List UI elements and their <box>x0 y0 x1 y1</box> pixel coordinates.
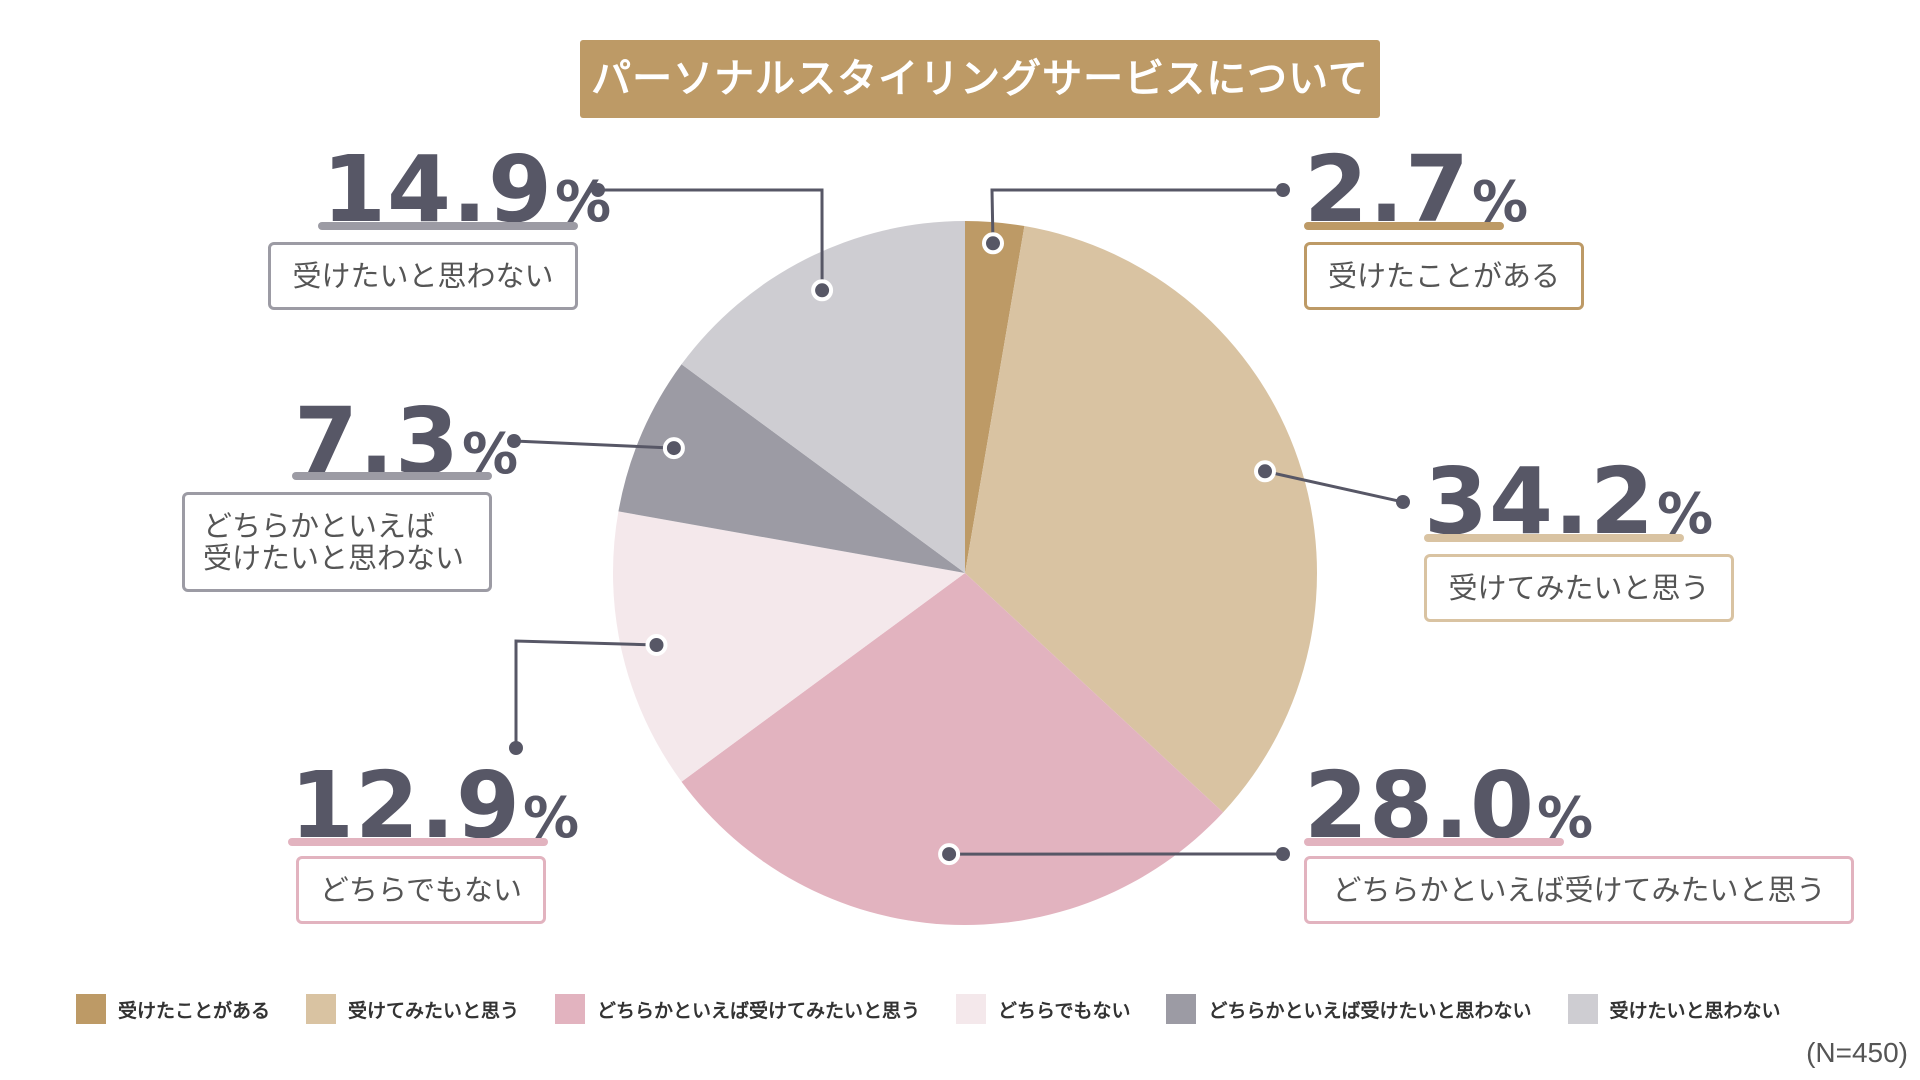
legend-item-1: 受けてみたいと思う <box>306 994 519 1024</box>
callout-anchor-dot-5 <box>811 279 834 302</box>
value-number-1: 34.2 <box>1424 448 1655 555</box>
callout-end-dot-2 <box>1276 847 1290 861</box>
value-label-1: 34.2% <box>1424 456 1713 548</box>
legend-swatch-0 <box>76 994 106 1024</box>
legend-text-2: どちらかといえば受けてみたいと思う <box>597 999 921 1022</box>
callout-end-dot-4 <box>507 434 521 448</box>
callout-anchor-dot-2 <box>938 843 961 866</box>
chart-title: パーソナルスタイリングサービスについて <box>580 40 1380 118</box>
sample-size-note: (N=450) <box>1806 1037 1908 1068</box>
callout-line-0 <box>990 188 1283 244</box>
callout-anchor-dot-0 <box>982 232 1004 255</box>
legend-swatch-1 <box>306 994 337 1024</box>
callout-anchor-dot-3 <box>645 634 668 656</box>
callout-end-dot-3 <box>509 741 523 755</box>
legend-item-5: 受けたいと思わない <box>1567 994 1781 1024</box>
value-underline-0 <box>1304 222 1504 230</box>
category-label-2: どちらかといえば受けてみたいと思う <box>1304 856 1854 924</box>
value-unit-5: % <box>555 170 612 235</box>
pie-slice-2 <box>681 573 1224 926</box>
value-underline-5 <box>318 222 578 230</box>
pie-slices <box>612 221 1318 926</box>
callout-end-dot-5 <box>591 183 605 197</box>
value-underline-3 <box>288 838 548 846</box>
callout-end-dot-1 <box>1396 495 1410 509</box>
value-label-2: 28.0% <box>1304 760 1593 852</box>
category-label-0: 受けたことがある <box>1304 242 1584 310</box>
legend-swatch-5 <box>1567 994 1598 1024</box>
legend-text-3: どちらでもない <box>998 999 1131 1022</box>
pie-slice-5 <box>681 221 965 573</box>
value-label-3: 12.9% <box>290 760 579 852</box>
category-label-5: 受けたいと思わない <box>268 242 578 310</box>
callout-line-4 <box>513 439 674 450</box>
legend-item-3: どちらでもない <box>956 994 1130 1024</box>
category-label-3: どちらでもない <box>296 856 546 924</box>
category-label-4: どちらかといえば 受けたいと思わない <box>182 492 492 592</box>
legend-swatch-3 <box>956 994 987 1024</box>
value-unit-0: % <box>1471 170 1529 235</box>
legend-text-1: 受けてみたいと思う <box>348 999 520 1022</box>
legend-item-4: どちらかといえば受けたいと思わない <box>1166 994 1532 1024</box>
value-unit-1: % <box>1657 482 1714 547</box>
callout-anchor-dot-4 <box>662 437 685 460</box>
legend-swatch-4 <box>1166 994 1197 1024</box>
callout-line-3 <box>514 639 657 748</box>
value-label-5: 14.9% <box>322 144 611 236</box>
pie-slice-0 <box>965 221 1025 573</box>
value-unit-3: % <box>523 786 580 851</box>
value-underline-4 <box>292 472 492 480</box>
value-number-5: 14.9 <box>322 136 553 243</box>
callout-end-dot-0 <box>1276 183 1290 197</box>
value-label-0: 2.7% <box>1304 144 1528 236</box>
value-underline-2 <box>1304 838 1564 846</box>
chart-legend: 受けたことがある 受けてみたいと思う どちらかといえば受けてみたいと思う どちら… <box>76 993 1817 1025</box>
value-number-2: 28.0 <box>1304 752 1535 859</box>
legend-text-0: 受けたことがある <box>118 999 271 1022</box>
callout-line-1 <box>1264 469 1404 504</box>
legend-swatch-2 <box>555 994 586 1024</box>
callout-anchor-dot-1 <box>1254 460 1276 483</box>
legend-text-5: 受けたいと思わない <box>1609 999 1781 1022</box>
pie-slice-1 <box>965 226 1318 813</box>
value-number-3: 12.9 <box>290 752 521 859</box>
value-number-0: 2.7 <box>1304 136 1470 243</box>
legend-text-4: どちらかといえば受けたいと思わない <box>1208 999 1532 1022</box>
callout-line-5 <box>598 188 824 291</box>
callout-lines <box>507 183 1410 866</box>
legend-item-0: 受けたことがある <box>76 994 270 1024</box>
value-underline-1 <box>1424 534 1684 542</box>
legend-item-2: どちらかといえば受けてみたいと思う <box>555 994 920 1024</box>
pie-slice-3 <box>612 511 965 782</box>
pie-slice-4 <box>618 364 965 573</box>
value-unit-2: % <box>1537 786 1594 851</box>
category-label-1: 受けてみたいと思う <box>1424 554 1734 622</box>
